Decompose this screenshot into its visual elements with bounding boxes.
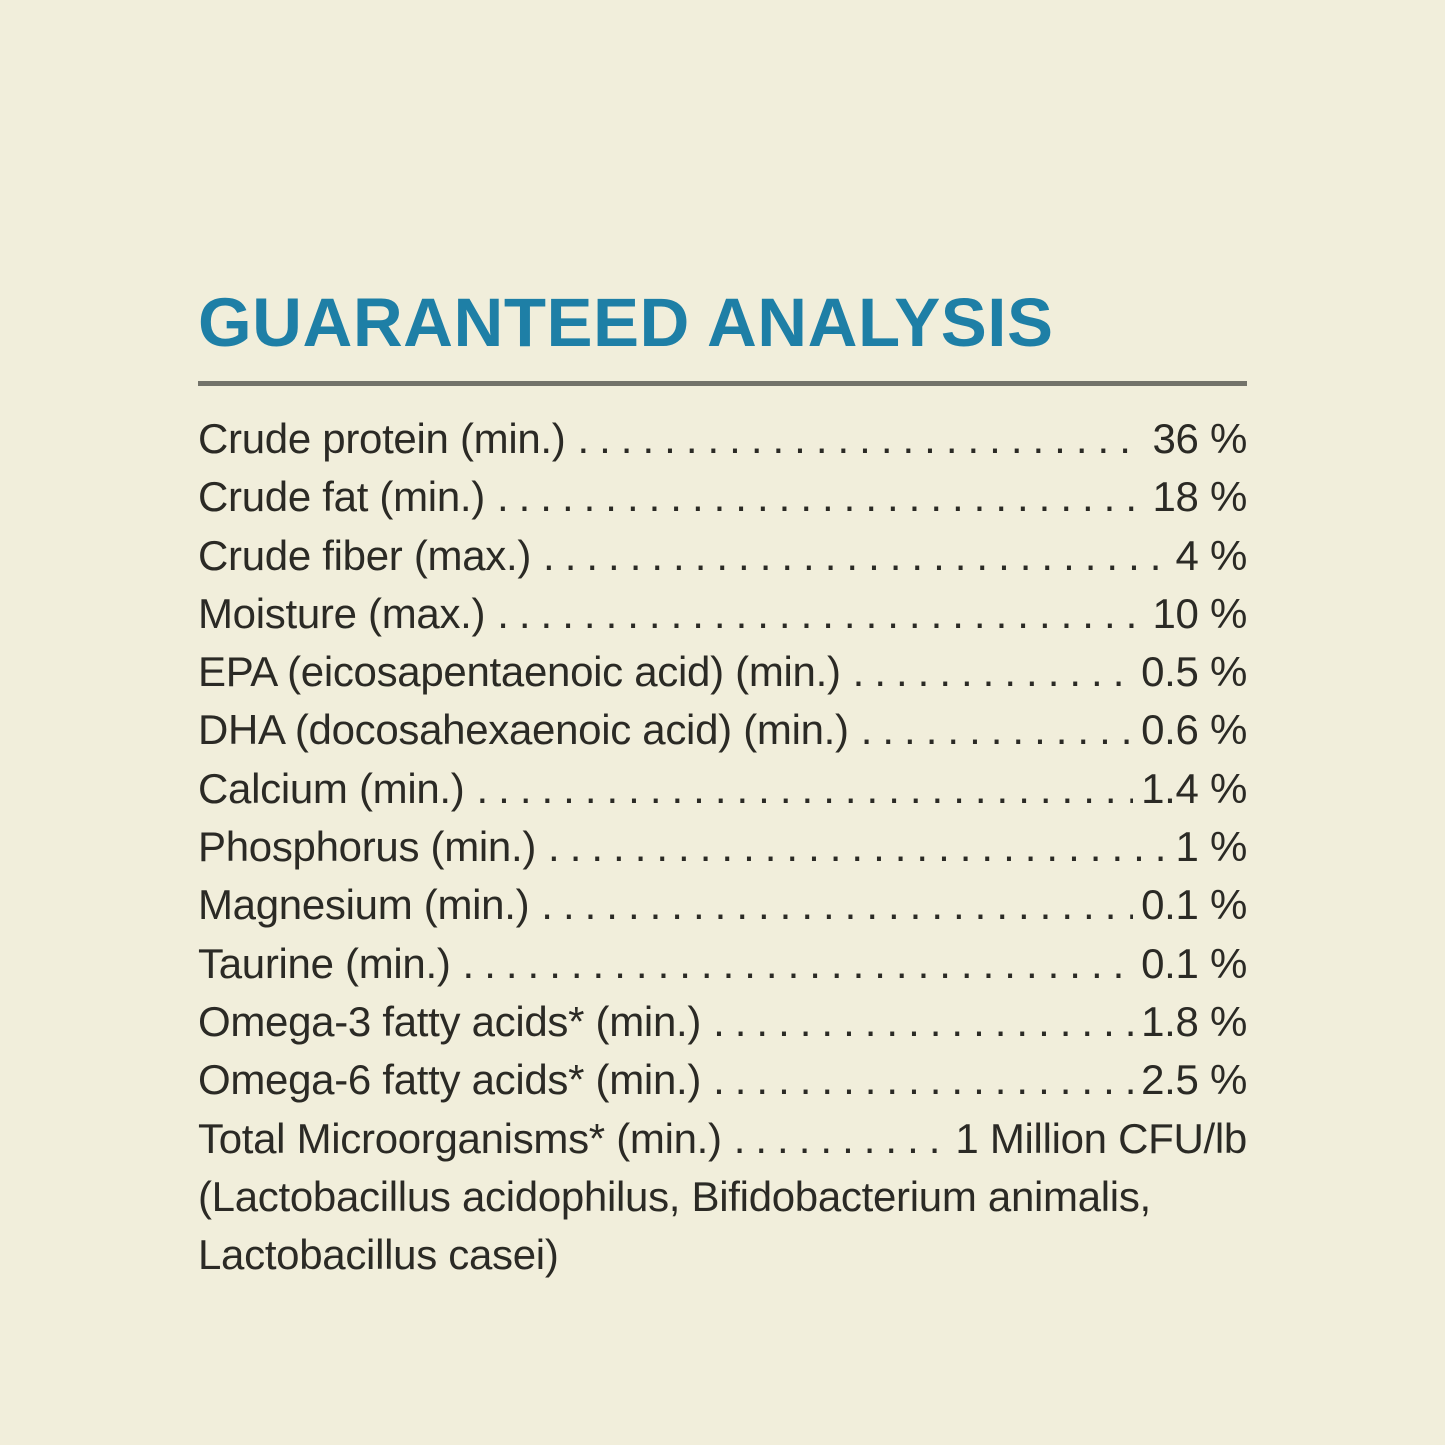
nutrient-value: 0.5 % xyxy=(1141,648,1247,696)
dot-leader: ........................................… xyxy=(713,997,1134,1045)
table-row: Phosphorus (min.) ......................… xyxy=(198,818,1247,876)
nutrient-label: Crude fat (min.) xyxy=(198,473,485,521)
table-row: Omega-3 fatty acids* (min.) ............… xyxy=(198,993,1247,1051)
table-row: Crude fat (min.) .......................… xyxy=(198,468,1247,526)
nutrient-label: Omega-6 fatty acids* (min.) xyxy=(198,1056,702,1104)
nutrient-value: 1.4 % xyxy=(1141,764,1247,812)
probiotics-footnote-line: Lactobacillus casei) xyxy=(198,1231,559,1279)
table-row: Magnesium (min.) .......................… xyxy=(198,876,1247,934)
nutrient-value: 2.5 % xyxy=(1141,1056,1247,1104)
dot-leader: ........................................… xyxy=(852,648,1134,696)
nutrient-value: 4 % xyxy=(1175,531,1248,579)
nutrient-value: 1 Million CFU/lb xyxy=(955,1114,1247,1162)
nutrient-label: Crude fiber (max.) xyxy=(198,531,532,579)
dot-leader: ........................................… xyxy=(543,531,1167,579)
page-title: GUARANTEED ANALYSIS xyxy=(198,284,1054,361)
nutrient-value: 0.6 % xyxy=(1141,706,1247,754)
dot-leader: ........................................… xyxy=(860,706,1133,754)
dot-leader: ........................................… xyxy=(497,589,1145,637)
nutrient-value: 1.8 % xyxy=(1141,997,1247,1045)
dot-leader: ........................................… xyxy=(476,764,1133,812)
table-row: Moisture (max.) ........................… xyxy=(198,585,1247,643)
nutrient-label: DHA (docosahexaenoic acid) (min.) xyxy=(198,706,849,754)
nutrient-label: EPA (eicosapentaenoic acid) (min.) xyxy=(198,648,841,696)
nutrient-value: 10 % xyxy=(1152,589,1247,637)
dot-leader: ........................................… xyxy=(541,881,1133,929)
dot-leader: ........................................… xyxy=(462,939,1134,987)
guaranteed-analysis-panel: GUARANTEED ANALYSIS Crude protein (min.)… xyxy=(198,288,1247,1284)
divider-rule xyxy=(198,381,1247,386)
dot-leader: ........................................… xyxy=(548,823,1167,871)
nutrient-label: Moisture (max.) xyxy=(198,589,486,637)
table-row: Crude protein (min.) ...................… xyxy=(198,410,1247,468)
table-row: EPA (eicosapentaenoic acid) (min.) .....… xyxy=(198,643,1247,701)
nutrient-label: Calcium (min.) xyxy=(198,764,465,812)
nutrient-label: Total Microorganisms* (min.) xyxy=(198,1114,722,1162)
nutrient-label: Crude protein (min.) xyxy=(198,415,566,462)
table-row: Taurine (min.) .........................… xyxy=(198,935,1247,993)
nutrient-value: 0.1 % xyxy=(1141,939,1247,987)
table-row: DHA (docosahexaenoic acid) (min.) ......… xyxy=(198,701,1247,759)
nutrient-label: Magnesium (min.) xyxy=(198,881,530,929)
nutrient-value: 1 % xyxy=(1175,823,1248,871)
nutrient-value: 36 % xyxy=(1152,415,1247,462)
nutrient-label: Omega-3 fatty acids* (min.) xyxy=(198,997,702,1045)
nutrient-value: 18 % xyxy=(1152,473,1247,521)
nutrient-label: Taurine (min.) xyxy=(198,939,451,987)
analysis-table: Crude protein (min.) ...................… xyxy=(198,410,1247,1284)
table-row: Calcium (min.) .........................… xyxy=(198,760,1247,818)
nutrient-label: Phosphorus (min.) xyxy=(198,823,537,871)
dot-leader: ........................................… xyxy=(577,415,1144,462)
probiotics-footnote-line: (Lactobacillus acidophilus, Bifidobacter… xyxy=(198,1172,1151,1220)
table-row: Crude fiber (max.) .....................… xyxy=(198,527,1247,585)
table-row: Omega-6 fatty acids* (min.) ............… xyxy=(198,1051,1247,1109)
nutrient-value: 0.1 % xyxy=(1141,881,1247,929)
dot-leader: ........................................… xyxy=(713,1056,1134,1104)
table-row: Total Microorganisms* (min.) ...........… xyxy=(198,1110,1247,1168)
dot-leader: ........................................… xyxy=(733,1114,948,1162)
dot-leader: ........................................… xyxy=(496,473,1145,521)
